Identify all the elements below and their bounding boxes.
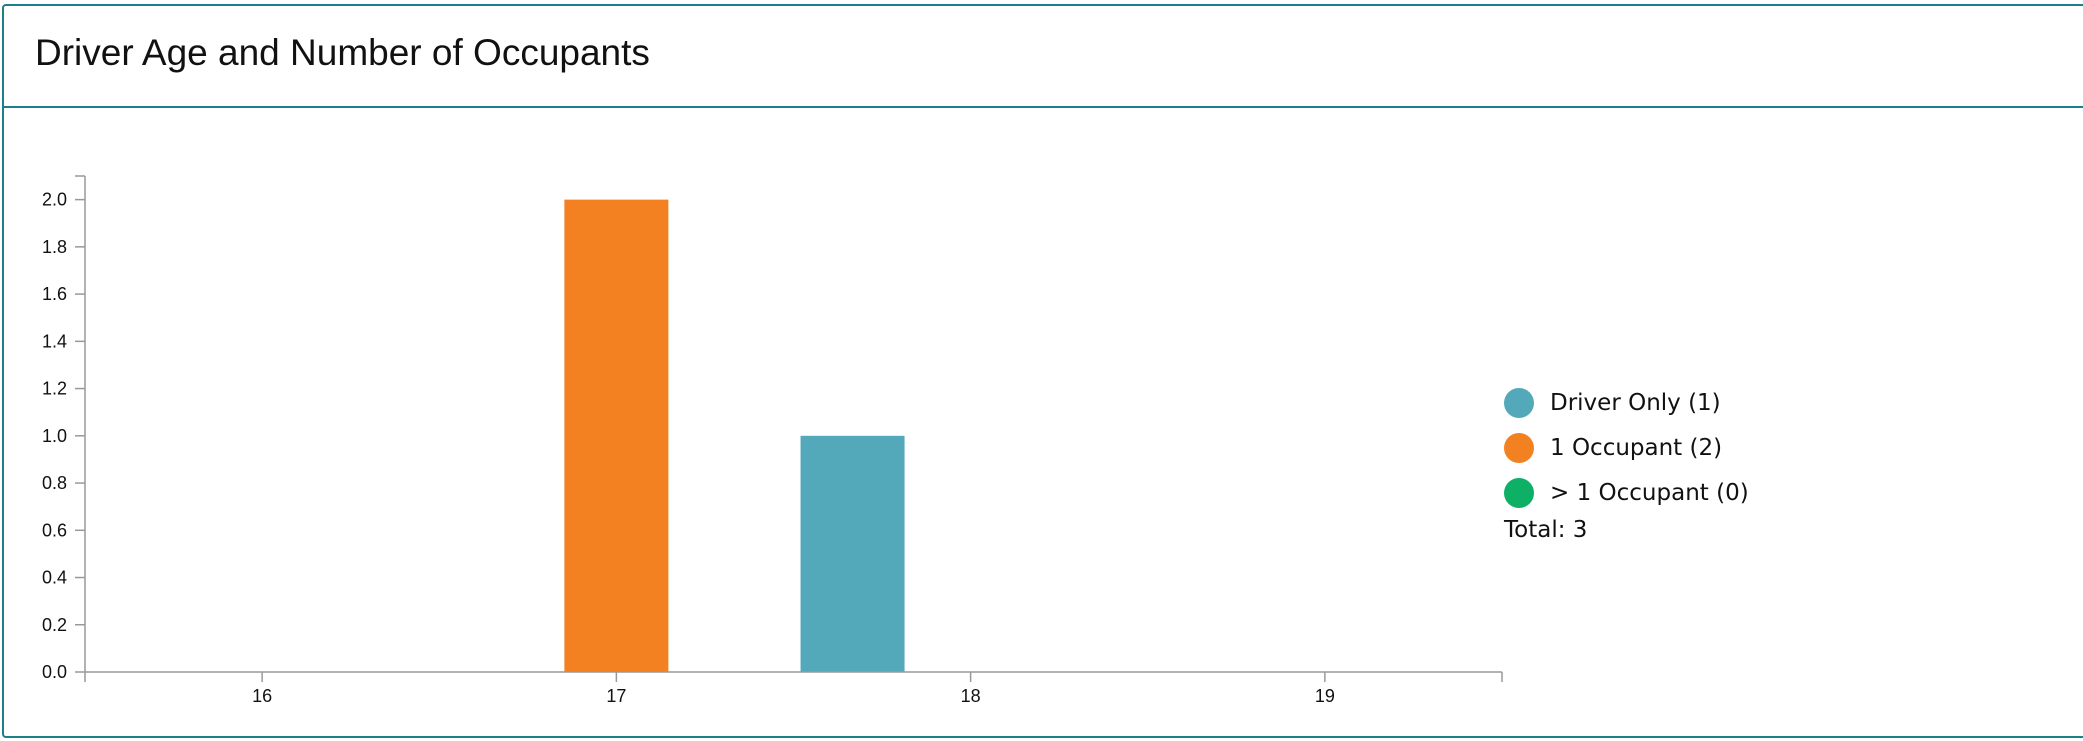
bar bbox=[564, 199, 669, 672]
y-tick-label: 2.0 bbox=[42, 190, 67, 210]
y-tick-label: 0.6 bbox=[42, 520, 67, 540]
legend-item-multi-occupant: > 1 Occupant (0) bbox=[1504, 470, 1749, 515]
x-tick-label: 18 bbox=[961, 686, 981, 706]
bar bbox=[800, 435, 905, 672]
y-tick-label: 1.0 bbox=[42, 426, 67, 446]
legend-swatch-multi-occupant bbox=[1504, 477, 1534, 508]
legend-label-one-occupant: 1 Occupant (2) bbox=[1550, 434, 1723, 461]
legend-swatch-driver-only bbox=[1504, 387, 1534, 418]
chart-panel: Driver Age and Number of Occupants bbox=[2, 4, 2083, 738]
chart-legend: Driver Only (1) 1 Occupant (2) > 1 Occup… bbox=[1504, 380, 1749, 543]
x-tick-label: 19 bbox=[1315, 686, 1335, 706]
legend-total: Total: 3 bbox=[1504, 517, 1588, 543]
panel-header: Driver Age and Number of Occupants bbox=[4, 6, 2083, 108]
legend-label-multi-occupant: > 1 Occupant (0) bbox=[1550, 479, 1749, 506]
legend-item-driver-only: Driver Only (1) bbox=[1504, 380, 1749, 425]
legend-label-driver-only: Driver Only (1) bbox=[1550, 389, 1721, 416]
legend-swatch-one-occupant bbox=[1504, 432, 1534, 463]
y-tick-label: 0.0 bbox=[42, 662, 67, 682]
y-tick-label: 1.8 bbox=[42, 237, 67, 257]
chart-title: Driver Age and Number of Occupants bbox=[35, 32, 650, 73]
legend-item-one-occupant: 1 Occupant (2) bbox=[1504, 425, 1749, 470]
y-tick-label: 1.2 bbox=[42, 379, 67, 399]
x-tick-label: 17 bbox=[606, 686, 626, 706]
x-tick-label: 16 bbox=[252, 686, 272, 706]
y-tick-label: 0.4 bbox=[42, 568, 67, 588]
y-tick-label: 0.8 bbox=[42, 473, 67, 493]
y-tick-label: 1.4 bbox=[42, 331, 67, 351]
y-tick-label: 0.2 bbox=[42, 615, 67, 635]
y-tick-label: 1.6 bbox=[42, 284, 67, 304]
